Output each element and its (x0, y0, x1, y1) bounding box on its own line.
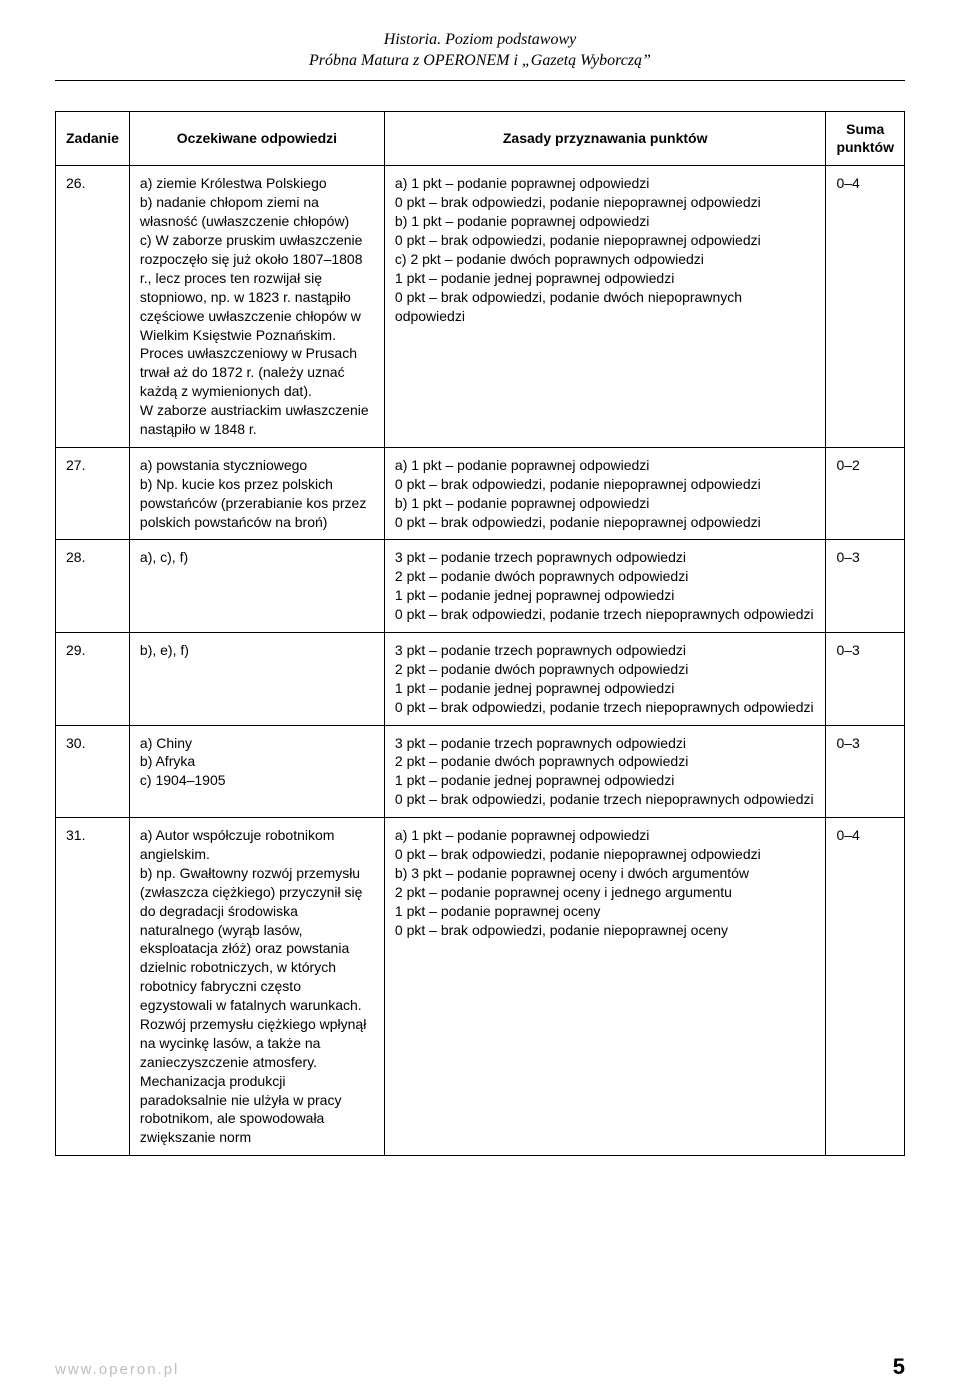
cell-sum: 0–3 (826, 725, 905, 818)
cell-task-number: 30. (56, 725, 130, 818)
cell-expected: a) Autor współczuje robotni­kom angielsk… (129, 818, 384, 1156)
scoring-table: Zadanie Oczekiwane odpowiedzi Zasady prz… (55, 111, 905, 1157)
cell-sum: 0–3 (826, 540, 905, 633)
page-container: Historia. Poziom podstawowy Próbna Matur… (0, 0, 960, 1400)
th-expected: Oczekiwane odpowiedzi (129, 111, 384, 166)
cell-rules: 3 pkt – podanie trzech poprawnych odpowi… (384, 632, 826, 725)
cell-rules: a) 1 pkt – podanie poprawnej odpowiedzi … (384, 447, 826, 540)
cell-task-number: 28. (56, 540, 130, 633)
cell-task-number: 26. (56, 166, 130, 447)
cell-rules: a) 1 pkt – podanie poprawnej odpowiedzi … (384, 166, 826, 447)
cell-expected: a) ziemie Królestwa Polskiego b) nadanie… (129, 166, 384, 447)
cell-expected: a), c), f) (129, 540, 384, 633)
cell-rules: 3 pkt – podanie trzech poprawnych odpowi… (384, 725, 826, 818)
page-header: Historia. Poziom podstawowy Próbna Matur… (55, 30, 905, 81)
cell-sum: 0–3 (826, 632, 905, 725)
cell-task-number: 29. (56, 632, 130, 725)
table-row: 29.b), e), f)3 pkt – podanie trzech popr… (56, 632, 905, 725)
page-footer: www.operon.pl 5 (55, 1354, 905, 1380)
header-line-2: Próbna Matura z OPERONEM i „Gazetą Wybor… (55, 51, 905, 72)
table-row: 27.a) powstania styczniowego b) Np. kuci… (56, 447, 905, 540)
table-header-row: Zadanie Oczekiwane odpowiedzi Zasady prz… (56, 111, 905, 166)
cell-sum: 0–4 (826, 818, 905, 1156)
table-row: 31.a) Autor współczuje robotni­kom angie… (56, 818, 905, 1156)
cell-sum: 0–4 (826, 166, 905, 447)
footer-page-number: 5 (893, 1354, 905, 1380)
th-sum: Suma punktów (826, 111, 905, 166)
header-line-1: Historia. Poziom podstawowy (55, 30, 905, 51)
cell-sum: 0–2 (826, 447, 905, 540)
cell-task-number: 31. (56, 818, 130, 1156)
cell-rules: a) 1 pkt – podanie poprawnej odpowiedzi … (384, 818, 826, 1156)
table-row: 26.a) ziemie Królestwa Polskiego b) nada… (56, 166, 905, 447)
footer-url: www.operon.pl (55, 1361, 179, 1378)
table-body: 26.a) ziemie Królestwa Polskiego b) nada… (56, 166, 905, 1156)
table-row: 30.a) Chiny b) Afryka c) 1904–19053 pkt … (56, 725, 905, 818)
cell-expected: b), e), f) (129, 632, 384, 725)
cell-task-number: 27. (56, 447, 130, 540)
cell-expected: a) powstania styczniowego b) Np. kucie k… (129, 447, 384, 540)
table-row: 28.a), c), f)3 pkt – podanie trzech popr… (56, 540, 905, 633)
th-rules: Zasady przyznawania punktów (384, 111, 826, 166)
cell-rules: 3 pkt – podanie trzech poprawnych odpowi… (384, 540, 826, 633)
cell-expected: a) Chiny b) Afryka c) 1904–1905 (129, 725, 384, 818)
th-task: Zadanie (56, 111, 130, 166)
